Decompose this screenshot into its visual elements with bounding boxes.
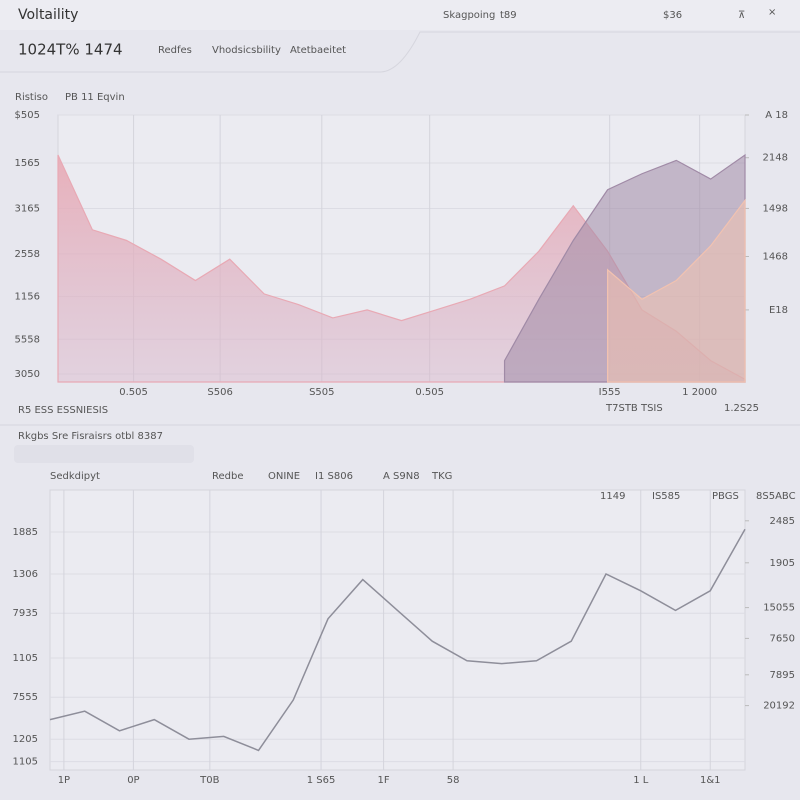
x-tick-label: T0B xyxy=(199,775,219,786)
y-tick-label: 1105 xyxy=(13,653,38,664)
y-tick-label: 2558 xyxy=(15,249,40,260)
legend-label: TKG xyxy=(431,471,452,482)
axis-label: Ristiso xyxy=(15,92,48,103)
y2-title: 8S5ABC xyxy=(756,491,796,502)
y2-tick-label: 2148 xyxy=(763,153,788,164)
y2-tick-label: 15055 xyxy=(763,603,795,614)
x-tick-label: 1F xyxy=(378,775,390,786)
section-band xyxy=(14,445,194,463)
y2-tick-label: 1498 xyxy=(763,203,788,214)
top-bar xyxy=(0,0,800,30)
plot-area xyxy=(49,489,746,771)
legend-entry[interactable]: Redbe xyxy=(212,471,244,482)
legend-entry[interactable]: Atetbaeitet xyxy=(290,45,346,56)
search-box[interactable]: Skagpoing xyxy=(443,10,495,21)
x-tick-label: 1&1 xyxy=(700,775,721,786)
line xyxy=(49,528,746,752)
y-tick-label: 1306 xyxy=(13,569,38,580)
headline: 1024T% 1474 xyxy=(18,41,123,59)
x-tick-label: I555 xyxy=(599,387,621,398)
legend-entry[interactable]: Vhodsicsbility xyxy=(212,45,281,56)
y-tick-label: 1156 xyxy=(15,292,40,303)
footer-right: T7STB TSIS xyxy=(605,403,663,414)
y2-tick-label: 20192 xyxy=(763,701,795,712)
x-tick-label: S505 xyxy=(309,387,334,398)
x-tick-label: S506 xyxy=(207,387,232,398)
y-tick-label: $505 xyxy=(15,110,40,121)
legend-label: ONINE xyxy=(268,471,300,482)
stat: 1149 xyxy=(600,491,625,502)
y-tick-label: 5558 xyxy=(15,334,40,345)
y-tick-label: 7935 xyxy=(13,608,38,619)
stat: IS585 xyxy=(652,491,680,502)
x-tick-label: 1 L xyxy=(633,775,649,786)
y-tick-label: 1205 xyxy=(13,734,38,745)
y2-tick-label: 7895 xyxy=(770,670,795,681)
y-tick-label: 7555 xyxy=(13,692,38,703)
x-tick-label: 1P xyxy=(58,775,70,786)
price: $36 xyxy=(663,10,682,21)
x-tick-label: 0P xyxy=(127,775,139,786)
y-tick-label: 1885 xyxy=(13,527,38,538)
y2-tick-label: 7650 xyxy=(770,633,795,644)
footer-right: 1.2S25 xyxy=(724,403,759,414)
menu-icon[interactable]: ⊼ xyxy=(738,10,745,21)
x-tick-label: 0.505 xyxy=(119,387,148,398)
chart-subtitle: PB 11 Eqvin xyxy=(65,92,125,103)
y-tick-label: 1105 xyxy=(13,757,38,768)
legend-label: I1 S806 xyxy=(315,471,353,482)
app-title: Voltaility xyxy=(18,7,78,23)
x-tick-label: 1 2000 xyxy=(682,387,717,398)
x-tick-label: 0.505 xyxy=(415,387,444,398)
y2-tick-label: 1905 xyxy=(770,558,795,569)
area xyxy=(607,198,746,383)
y-tick-label: 1565 xyxy=(15,158,40,169)
y2-tick-label: 2485 xyxy=(770,516,795,527)
header-divider xyxy=(0,31,800,73)
search-value: t89 xyxy=(500,10,517,21)
y2-tick-label: E18 xyxy=(769,305,788,316)
chart-subtitle: Sedkdipyt xyxy=(50,471,100,482)
y-tick-label: 3050 xyxy=(15,369,40,380)
y-tick-label: 3165 xyxy=(15,203,40,214)
footer-left: R5 ESS ESSNIESIS xyxy=(18,405,108,416)
legend-entry[interactable]: Redfes xyxy=(158,45,192,56)
x-tick-label: 1 S65 xyxy=(307,775,336,786)
stat: PBGS xyxy=(712,491,739,502)
close-icon[interactable]: × xyxy=(768,7,776,18)
y2-tick-label: A 18 xyxy=(765,110,788,121)
section-title: Rkgbs Sre Fisraisrs otbl 8387 xyxy=(18,431,163,442)
legend-label: A S9N8 xyxy=(383,471,420,482)
y2-tick-label: 1468 xyxy=(763,252,788,263)
x-tick-label: 58 xyxy=(447,775,460,786)
